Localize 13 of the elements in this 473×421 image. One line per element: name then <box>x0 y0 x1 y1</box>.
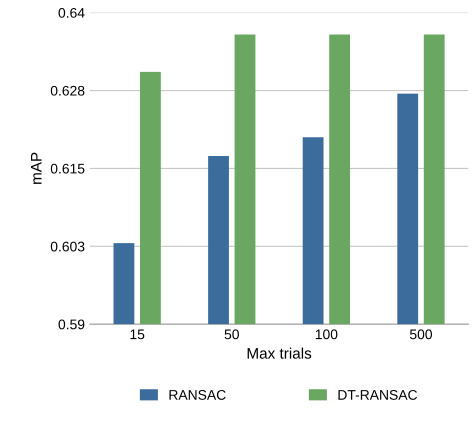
legend-label: RANSAC <box>169 390 226 400</box>
y-axis-title: mAP <box>31 152 42 184</box>
y-tick-label: 0.628 <box>50 86 84 96</box>
x-tick-label: 50 <box>224 329 239 340</box>
y-tick-label: 0.64 <box>58 8 85 18</box>
x-tick-label: 15 <box>130 330 144 340</box>
x-tick-label: 100 <box>316 329 338 340</box>
x-tick-label: 500 <box>410 329 432 340</box>
y-tick-label: 0.59 <box>58 320 84 330</box>
legend-label: DT-RANSAC <box>338 390 418 400</box>
y-tick-label: 0.615 <box>50 164 84 174</box>
x-axis-title: Max trials <box>248 348 312 359</box>
y-tick-label: 0.603 <box>50 242 84 252</box>
